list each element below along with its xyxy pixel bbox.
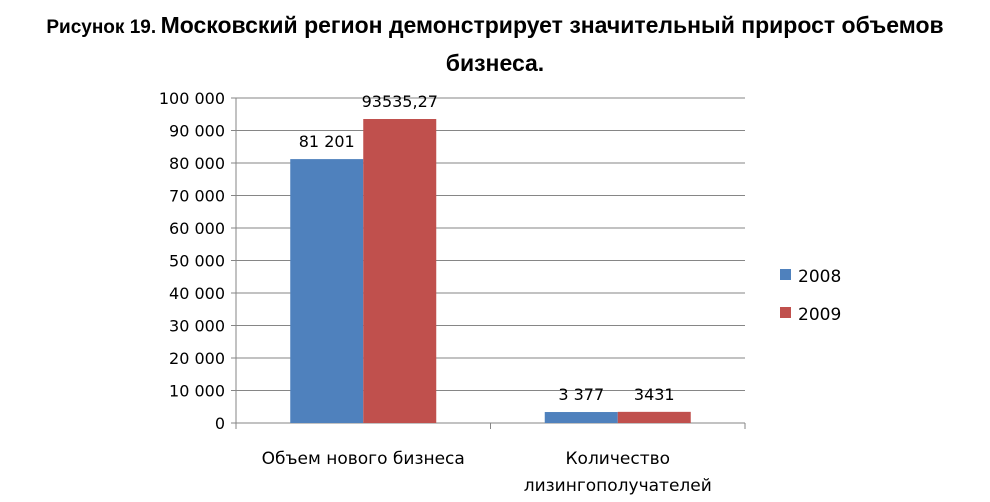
y-tick-label: 90 000 — [169, 122, 225, 141]
data-label: 3 377 — [558, 385, 604, 404]
y-tick-label: 0 — [215, 414, 225, 433]
bar-2009-1 — [363, 119, 437, 423]
x-category-label: Объем нового бизнеса — [262, 449, 465, 469]
legend-swatch-2008 — [780, 269, 791, 280]
y-tick-label: 20 000 — [169, 349, 225, 368]
figure-number: Рисунок 19. — [46, 17, 157, 38]
y-tick-label: 60 000 — [169, 219, 225, 238]
bar-2009-2 — [617, 411, 691, 423]
legend-swatch-2009 — [780, 307, 791, 318]
y-tick-label: 80 000 — [169, 154, 225, 173]
legend-label: 2009 — [798, 305, 841, 325]
y-tick-label: 40 000 — [169, 284, 225, 303]
chart-title: Рисунок 19. Московский регион демонстрир… — [0, 8, 990, 80]
title-main: Московский регион демонстрирует значител… — [160, 12, 944, 38]
bar-2008-1 — [290, 159, 364, 424]
y-tick-label: 50 000 — [169, 252, 225, 271]
title-line2: бизнеса. — [445, 50, 545, 76]
y-tick-label: 70 000 — [169, 187, 225, 206]
y-tick-label: 30 000 — [169, 317, 225, 336]
x-category-label: Количество — [565, 449, 670, 469]
y-tick-label: 100 000 — [159, 89, 225, 108]
y-tick-label: 10 000 — [169, 382, 225, 401]
legend-label: 2008 — [798, 267, 841, 287]
bar-2008-2 — [544, 412, 618, 423]
data-label: 3431 — [634, 385, 675, 404]
data-label: 93535,27 — [362, 92, 438, 111]
x-category-label: лизингополучателей — [524, 476, 712, 496]
data-label: 81 201 — [299, 132, 355, 151]
